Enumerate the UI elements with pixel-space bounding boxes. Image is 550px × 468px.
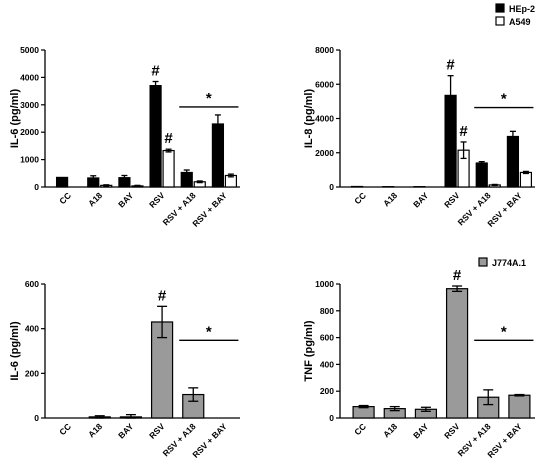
x-tick-label: A18 xyxy=(86,190,104,208)
significance-star: * xyxy=(501,91,507,108)
legend-label: J774A.1 xyxy=(492,258,526,268)
y-axis-label: IL-6 (pg/ml) xyxy=(9,321,21,381)
y-tick-label: 5000 xyxy=(20,45,39,55)
y-tick-label: 600 xyxy=(25,279,39,289)
x-tick-label: BAY xyxy=(116,421,135,440)
panel-il6-epithelial: 0 1000 2000 3000 4000 5000 IL-6 (pg/ml) CC A18 BA… xyxy=(9,45,240,229)
y-tick-label: 400 xyxy=(25,324,39,334)
y-axis-label: IL-6 (pg/ml) xyxy=(9,89,21,149)
significance-hash: # xyxy=(164,130,173,147)
y-axis-label: TNF (pg/ml) xyxy=(303,320,315,381)
x-tick-label: BAY xyxy=(411,421,430,440)
x-tick-label: RSV xyxy=(442,421,462,441)
y-tick-label: 4000 xyxy=(20,72,39,82)
x-tick-label: RSV xyxy=(147,421,167,441)
x-tick-label: CC xyxy=(57,190,73,206)
legend-macrophage: J774A.1 xyxy=(478,257,526,268)
bar-j774a-1-3 xyxy=(445,288,469,419)
bar-a549-5 xyxy=(519,171,533,188)
x-tick-label: RSV + BAY xyxy=(190,190,229,229)
bar-hep-2-4 xyxy=(475,162,488,188)
x-tick-label: RSV + BAY xyxy=(190,421,229,460)
x-tick-label: RSV xyxy=(147,190,167,210)
x-tick-label: CC xyxy=(352,421,368,437)
y-tick-label: 6000 xyxy=(315,79,334,89)
y-tick-label: 400 xyxy=(320,359,334,369)
significance-star: * xyxy=(206,323,212,340)
bar-hep-2-5 xyxy=(506,135,520,188)
significance-hash: # xyxy=(453,267,462,284)
y-tick-label: 0 xyxy=(329,413,334,423)
y-tick-label: 0 xyxy=(329,182,334,192)
y-tick-label: 600 xyxy=(320,333,334,343)
x-tick-label: A18 xyxy=(381,190,399,208)
bar-hep-2-3 xyxy=(149,85,162,188)
bar-a549-3 xyxy=(162,149,175,188)
x-tick-label: A18 xyxy=(86,421,104,439)
y-tick-label: 2000 xyxy=(20,127,39,137)
significance-hash: # xyxy=(446,57,455,74)
y-tick-label: 1000 xyxy=(20,155,39,165)
y-tick-label: 800 xyxy=(320,306,334,316)
y-tick-label: 3000 xyxy=(20,100,39,110)
bar-hep-2-0 xyxy=(55,176,69,188)
legend-swatch xyxy=(495,3,505,13)
x-tick-label: BAY xyxy=(411,190,430,209)
y-tick-label: 2000 xyxy=(315,148,334,158)
x-tick-label: RSV xyxy=(442,190,462,210)
legend-swatch xyxy=(478,257,488,267)
y-tick-label: 1000 xyxy=(315,279,334,289)
legend-epithelial: HEp-2 A549 xyxy=(495,3,535,27)
y-tick-label: 200 xyxy=(320,386,334,396)
y-axis-label: IL-8 (pg/ml) xyxy=(303,89,315,149)
x-tick-label: BAY xyxy=(116,190,135,209)
legend-label: A549 xyxy=(509,17,531,27)
panel-il8-epithelial: 0 2000 4000 6000 8000 IL-8 (pg/ml) CC A18 BAY RSV… xyxy=(303,45,535,229)
significance-hash: # xyxy=(158,287,167,304)
y-tick-label: 8000 xyxy=(315,45,334,55)
bar-j774a-1-5 xyxy=(508,394,531,419)
x-tick-label: A18 xyxy=(381,421,399,439)
legend-swatch xyxy=(495,16,505,26)
significance-hash: # xyxy=(459,123,468,140)
significance-star: * xyxy=(206,90,212,107)
y-tick-label: 200 xyxy=(25,368,39,378)
x-tick-label: RSV + BAY xyxy=(485,190,524,229)
significance-hash: # xyxy=(151,63,160,80)
x-tick-label: RSV + BAY xyxy=(485,421,524,460)
panel-tnf-macrophage: 0 200 400 600 800 1000 TNF (pg/ml) CC A18 BAY RSV R… xyxy=(303,267,535,460)
y-tick-label: 0 xyxy=(34,182,39,192)
legend-label: HEp-2 xyxy=(509,4,535,14)
x-tick-label: CC xyxy=(352,190,368,206)
x-tick-label: CC xyxy=(57,421,73,437)
bar-hep-2-0 xyxy=(350,185,364,188)
y-tick-label: 4000 xyxy=(315,114,334,124)
significance-star: * xyxy=(501,323,507,340)
y-tick-label: 0 xyxy=(34,413,39,423)
